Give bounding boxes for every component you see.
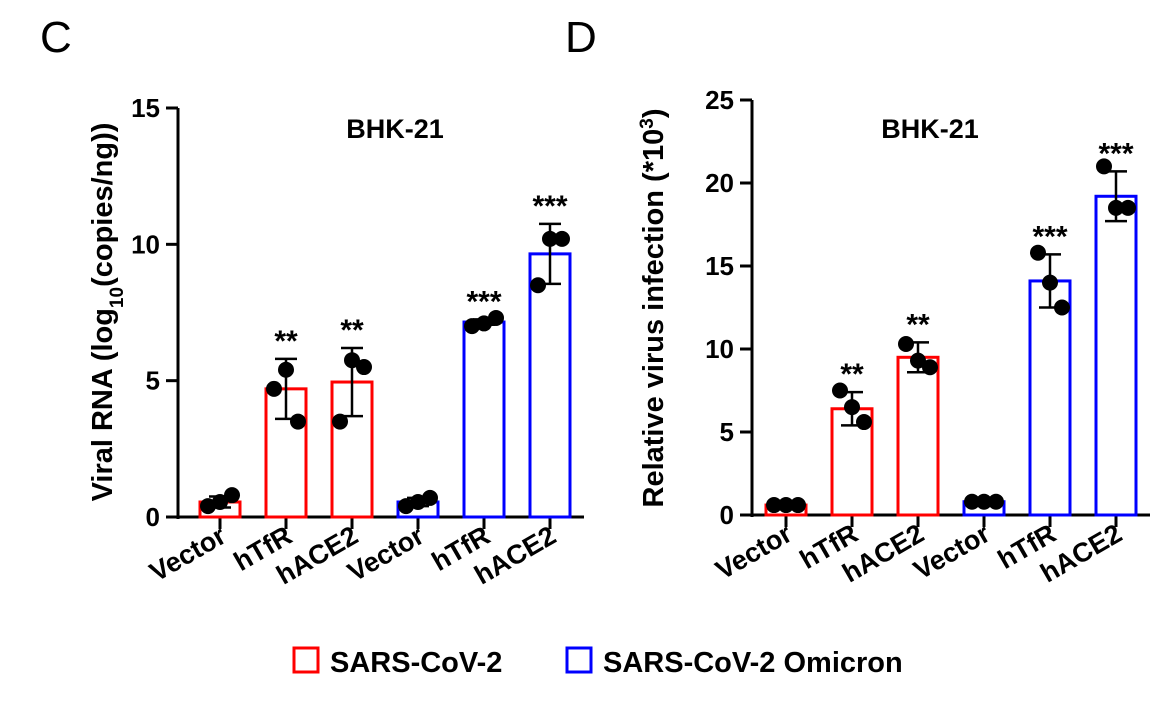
data-point <box>832 382 848 399</box>
y-tick-label: 20 <box>705 168 734 198</box>
data-point <box>212 494 228 511</box>
y-tick-label: 10 <box>131 229 160 259</box>
y-axis-label-end: ) <box>638 109 670 119</box>
significance-label: *** <box>1098 137 1133 170</box>
data-point <box>530 277 546 294</box>
panel-letter: D <box>565 13 597 62</box>
y-tick-label: 0 <box>720 500 734 530</box>
bar <box>528 252 572 519</box>
panel-letter: C <box>40 13 72 62</box>
y-tick-label: 0 <box>146 502 160 532</box>
significance-label: *** <box>532 190 567 223</box>
y-axis-label-main: Relative virus infection (*10 <box>638 129 670 508</box>
panel-c: C BHK-21 Viral RNA (log10(copies/ng)) 05… <box>40 13 584 590</box>
data-point <box>344 352 360 369</box>
y-axis-label-main: Viral RNA (log <box>87 308 119 501</box>
data-point <box>766 497 782 514</box>
bar <box>1094 194 1138 517</box>
data-point <box>856 414 872 431</box>
legend: SARS-CoV-2 SARS-CoV-2 Omicron <box>292 646 903 679</box>
data-point <box>266 380 282 397</box>
y-tick-label: 10 <box>705 334 734 364</box>
data-point <box>1120 199 1136 216</box>
y-tick-label: 25 <box>705 85 734 115</box>
significance-label: ** <box>906 308 930 341</box>
significance-label: *** <box>466 285 501 318</box>
legend-swatch-sars-cov-2 <box>292 646 320 674</box>
legend-label-omicron: SARS-CoV-2 Omicron <box>603 647 903 679</box>
data-point <box>988 493 1004 510</box>
data-point <box>290 413 306 430</box>
y-tick-label: 5 <box>720 417 734 447</box>
legend-swatch-omicron <box>565 646 593 674</box>
chart-marks: 0510152025Vector**hTfR**hACE2Vector***hT… <box>705 85 1150 588</box>
significance-label: ** <box>340 314 364 347</box>
y-axis-label: Viral RNA (log10(copies/ng)) <box>87 123 128 502</box>
data-point <box>488 309 504 326</box>
data-point <box>922 359 938 376</box>
panel-d: D BHK-21 Relative virus infection (*103)… <box>565 13 1150 588</box>
significance-label: *** <box>1032 220 1067 253</box>
data-point <box>844 399 860 416</box>
y-tick-label: 5 <box>146 366 160 396</box>
data-point <box>278 361 294 378</box>
chart-marks: 051015Vector**hTfR**hACE2Vector***hTfR**… <box>131 93 584 590</box>
y-axis-label-end: (copies/ng)) <box>87 123 119 287</box>
data-point <box>422 489 438 506</box>
y-tick-label: 15 <box>705 251 734 281</box>
y-axis-label: Relative virus infection (*103) <box>637 109 671 508</box>
data-point <box>898 336 914 353</box>
data-point <box>1054 299 1070 316</box>
data-point <box>1042 274 1058 291</box>
y-axis-label-subscript: 10 <box>107 287 128 308</box>
chart-title: BHK-21 <box>881 114 979 144</box>
y-tick-label: 15 <box>131 93 160 123</box>
data-point <box>398 498 414 515</box>
data-point <box>778 497 794 514</box>
data-point <box>200 498 216 515</box>
data-point <box>1096 158 1112 175</box>
bar <box>896 355 940 517</box>
chart-title: BHK-21 <box>346 114 444 144</box>
data-point <box>964 493 980 510</box>
data-point <box>224 487 240 504</box>
data-point <box>790 497 806 514</box>
data-point <box>910 352 926 369</box>
data-point <box>542 230 558 247</box>
significance-label: ** <box>840 358 864 391</box>
data-point <box>554 230 570 247</box>
bar <box>462 320 506 519</box>
significance-label: ** <box>274 325 298 358</box>
data-point <box>464 318 480 335</box>
data-point <box>356 359 372 376</box>
data-point <box>410 494 426 511</box>
data-point <box>1108 199 1124 216</box>
bar <box>1028 279 1072 517</box>
data-point <box>1030 244 1046 261</box>
y-axis-label-superscript: 3 <box>637 118 658 129</box>
data-point <box>476 315 492 332</box>
data-point <box>332 413 348 430</box>
legend-label-sars-cov-2: SARS-CoV-2 <box>330 647 502 679</box>
data-point <box>976 493 992 510</box>
x-category-label: Vector <box>343 520 430 587</box>
x-category-label: Vector <box>909 518 996 585</box>
